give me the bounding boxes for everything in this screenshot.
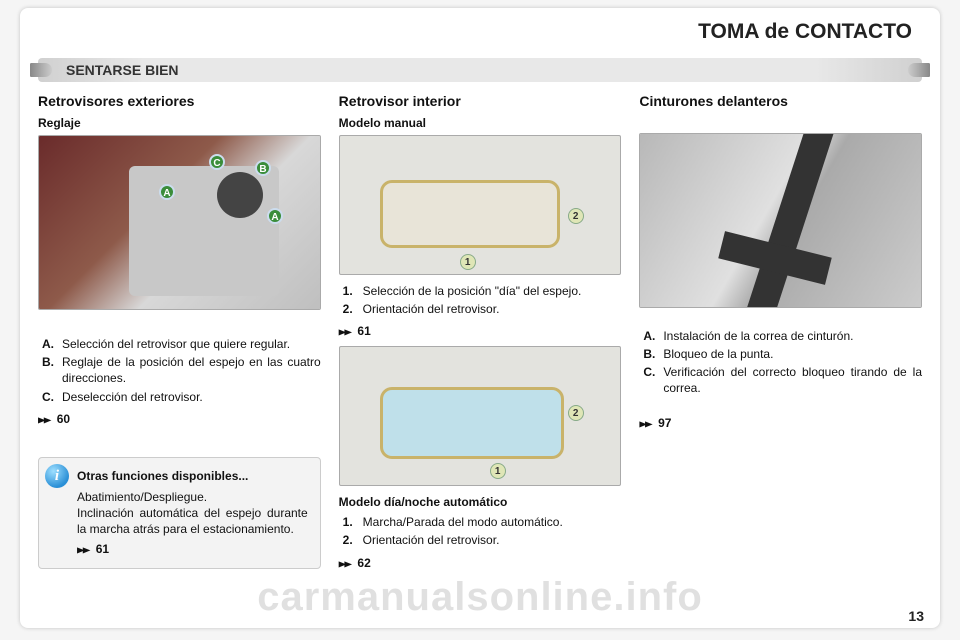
mirror-joystick [217,172,263,218]
col2-subtitle1: Modelo manual [339,115,622,131]
photo-auto-mirror: 1 2 [339,346,622,486]
info-icon: i [45,464,69,488]
list-item: C.Deselección del retrovisor. [42,389,321,405]
item-text: Orientación del retrovisor. [363,532,622,548]
arrow-icon: ▶▶ [639,419,650,430]
info-line: Abatimiento/Despliegue. [77,489,308,505]
arrow-icon: ▶▶ [38,415,49,426]
item-label: C. [643,364,663,396]
col1-subtitle: Reglaje [38,115,321,131]
list-item: B.Bloqueo de la punta. [643,346,922,362]
label-a: A [159,184,175,200]
page-ref-number: 61 [96,542,109,556]
page-title: TOMA de CONTACTO [698,20,912,44]
col1-list: A.Selección del retrovisor que quiere re… [42,336,321,407]
arrow-icon: ▶▶ [77,545,88,556]
col2-subtitle2: Modelo día/noche automático [339,494,622,510]
page-ref-number: 60 [57,412,70,426]
item-label: 2. [343,301,363,317]
col3-title: Cinturones delanteros [639,92,922,111]
num-2: 2 [568,405,584,421]
item-label: B. [42,354,62,386]
item-label: 1. [343,283,363,299]
num-1: 1 [460,254,476,270]
photo-mirror-switch: A C B A [38,135,321,310]
item-label: A. [643,328,663,344]
num-1: 1 [490,463,506,479]
info-title: Otras funciones disponibles... [77,468,308,484]
list-item: A.Selección del retrovisor que quiere re… [42,336,321,352]
item-label: A. [42,336,62,352]
col2-list1: 1.Selección de la posición "día" del esp… [343,283,622,319]
list-item: C.Verificación del correcto bloqueo tira… [643,364,922,396]
item-text: Selección del retrovisor que quiere regu… [62,336,321,352]
item-label: B. [643,346,663,362]
page-ref: ▶▶ 97 [639,415,922,432]
col1-title: Retrovisores exteriores [38,92,321,111]
item-label: C. [42,389,62,405]
item-text: Marcha/Parada del modo automático. [363,514,622,530]
item-text: Selección de la posición "día" del espej… [363,283,622,299]
page-ref: ▶▶ 60 [38,411,321,428]
item-label: 2. [343,532,363,548]
mirror-shape [380,387,564,459]
columns: Retrovisores exteriores Reglaje A C B A … [38,92,922,571]
list-item: 1.Marcha/Parada del modo automático. [343,514,622,530]
col-interior-mirror: Retrovisor interior Modelo manual 1 2 1.… [339,92,622,571]
list-item: A.Instalación de la correa de cinturón. [643,328,922,344]
page-ref-number: 62 [357,556,370,570]
list-item: 1.Selección de la posición "día" del esp… [343,283,622,299]
mirror-shape [380,180,560,248]
photo-seatbelt [639,133,922,308]
col3-list: A.Instalación de la correa de cinturón. … [643,328,922,399]
item-text: Deselección del retrovisor. [62,389,321,405]
col2-title: Retrovisor interior [339,92,622,111]
col2-list2: 1.Marcha/Parada del modo automático. 2.O… [343,514,622,550]
label-c: C [209,154,225,170]
page-ref-number: 61 [357,324,370,338]
page-ref: ▶▶ 62 [339,555,622,572]
label-b: B [255,160,271,176]
num-2: 2 [568,208,584,224]
col-seatbelts: Cinturones delanteros A.Instalación de l… [639,92,922,571]
list-item: B.Reglaje de la posición del espejo en l… [42,354,321,386]
item-text: Reglaje de la posición del espejo en las… [62,354,321,386]
item-text: Verificación del correcto bloqueo tirand… [663,364,922,396]
photo-manual-mirror: 1 2 [339,135,622,275]
page-ref-number: 97 [658,416,671,430]
item-label: 1. [343,514,363,530]
item-text: Instalación de la correa de cinturón. [663,328,922,344]
section-bar: SENTARSE BIEN [38,58,922,82]
info-line: Inclinación automática del espejo durant… [77,505,308,537]
list-item: 2.Orientación del retrovisor. [343,532,622,548]
page-ref: ▶▶ 61 [339,323,622,340]
col-exterior-mirrors: Retrovisores exteriores Reglaje A C B A … [38,92,321,571]
page-number: 13 [908,608,924,624]
item-text: Orientación del retrovisor. [363,301,622,317]
label-a2: A [267,208,283,224]
arrow-icon: ▶▶ [339,559,350,570]
item-text: Bloqueo de la punta. [663,346,922,362]
info-box: i Otras funciones disponibles... Abatimi… [38,457,321,568]
arrow-icon: ▶▶ [339,328,350,339]
list-item: 2.Orientación del retrovisor. [343,301,622,317]
page: TOMA de CONTACTO SENTARSE BIEN Retroviso… [20,8,940,628]
page-ref: ▶▶ 61 [77,541,308,558]
